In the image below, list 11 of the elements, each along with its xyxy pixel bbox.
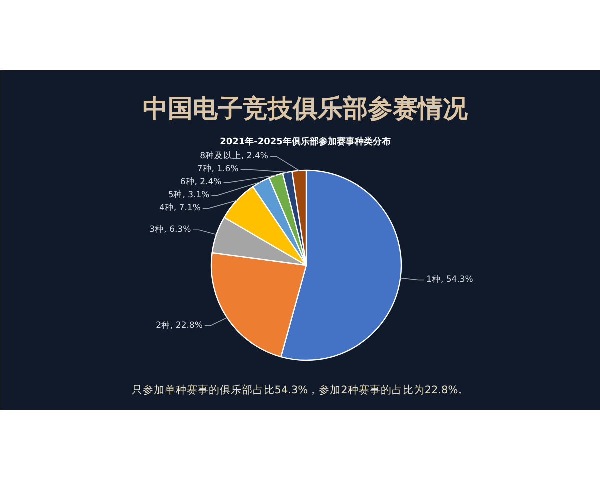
slice-label: 4种, 7.1% [159,202,201,214]
slice-label: 5种, 3.1% [168,190,210,201]
slice-label: 1种, 54.3% [426,274,474,286]
chart-subtitle: 2021年-2025年俱乐部参加赛事种类分布 [220,136,391,148]
text: 只参加单种赛事的俱乐部占比54.3%，参加2种赛事的占比为22.8%。 [132,384,470,396]
slice-label: 8种及以上, 2.4% [200,150,268,162]
slice-label: 2种, 22.8% [156,320,203,331]
chart-title: 中国电子竞技俱乐部参赛情况 [143,94,469,123]
slice-label: 3种, 6.3% [150,224,192,236]
slice-label: 6种, 2.4% [180,176,222,188]
slice-label: 7种, 1.6% [197,164,239,175]
